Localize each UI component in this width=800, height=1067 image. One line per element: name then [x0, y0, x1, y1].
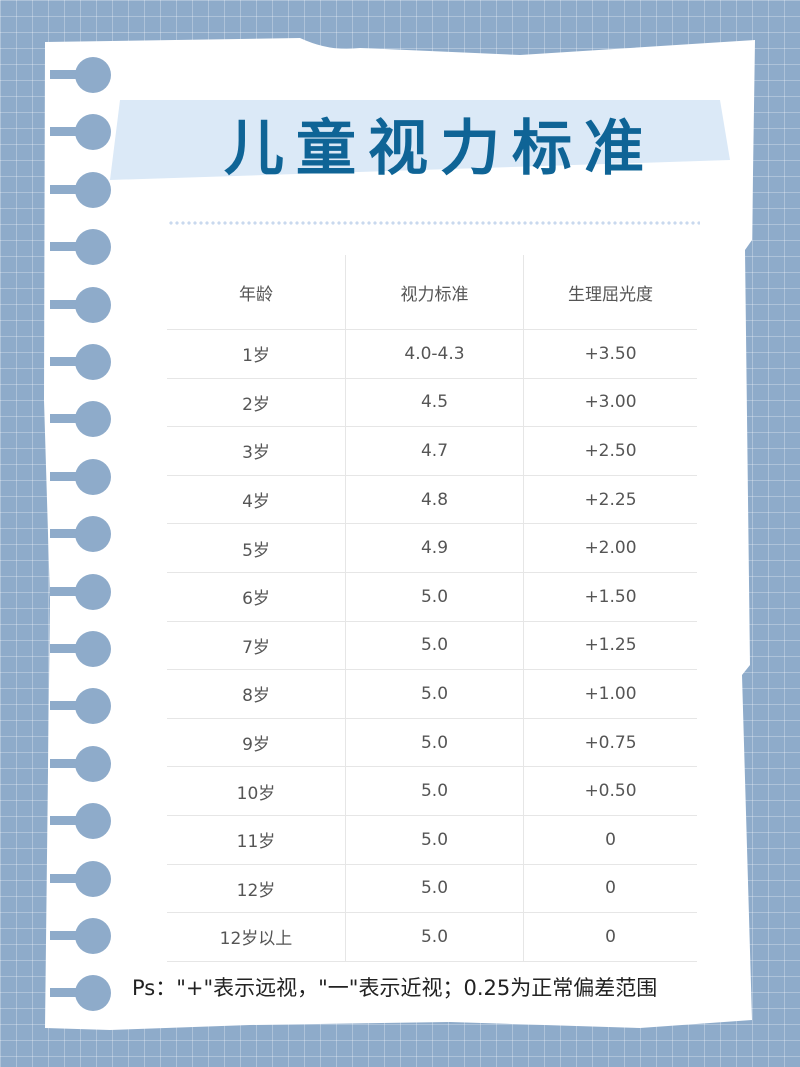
dotted-divider	[168, 220, 700, 226]
cell-refraction: +2.25	[523, 475, 697, 525]
binder-ring-icon	[50, 745, 111, 782]
cell-vision: 4.0-4.3	[345, 329, 524, 379]
cell-vision: 4.5	[345, 378, 524, 428]
cell-refraction: 0	[523, 912, 697, 962]
cell-vision: 5.0	[345, 912, 524, 962]
cell-vision: 4.7	[345, 426, 524, 476]
binder-ring-icon	[50, 458, 111, 495]
cell-age: 6岁	[167, 572, 346, 622]
header-vision: 视力标准	[345, 255, 524, 330]
binder-ring-icon	[50, 344, 111, 380]
title-highlight	[110, 100, 730, 180]
cell-vision: 5.0	[345, 718, 524, 768]
binder-ring-icon	[50, 516, 111, 553]
cell-age: 12岁以上	[167, 912, 346, 962]
table-row: 7岁 5.0 +1.25	[167, 621, 697, 671]
binder-ring-icon	[50, 573, 111, 610]
cell-age: 8岁	[167, 669, 346, 719]
binder-ring-icon	[50, 631, 111, 667]
cell-refraction: +0.75	[523, 718, 697, 768]
table-row: 6岁 5.0 +1.50	[167, 572, 697, 622]
cell-refraction: +3.00	[523, 378, 697, 428]
table-row: 8岁 5.0 +1.00	[167, 669, 697, 719]
cell-refraction: +1.00	[523, 669, 697, 719]
binder-ring-icon	[50, 918, 111, 954]
binder-ring-icon	[50, 171, 111, 208]
cell-age: 12岁	[167, 864, 346, 914]
cell-vision: 5.0	[345, 572, 524, 622]
cell-age: 3岁	[167, 426, 346, 476]
table-row: 2岁 4.5 +3.00	[167, 378, 697, 428]
cell-refraction: +2.50	[523, 426, 697, 476]
binder-ring-icon	[50, 975, 111, 1012]
cell-age: 10岁	[167, 766, 346, 816]
table-row: 11岁 5.0 0	[167, 815, 697, 865]
cell-age: 1岁	[167, 329, 346, 379]
cell-refraction: +1.50	[523, 572, 697, 622]
binder-ring-icon	[50, 803, 111, 840]
binder-ring-icon	[50, 401, 111, 438]
page-title: 儿童视力标准	[224, 114, 656, 184]
cell-refraction: +2.00	[523, 523, 697, 573]
cell-vision: 5.0	[345, 621, 524, 671]
cell-vision: 5.0	[345, 864, 524, 914]
cell-refraction: 0	[523, 815, 697, 865]
binder-ring-icon	[50, 688, 111, 725]
table-row: 12岁以上 5.0 0	[167, 912, 697, 962]
table-header-row: 年龄 视力标准 生理屈光度	[167, 255, 697, 330]
table-row: 3岁 4.7 +2.50	[167, 426, 697, 476]
header-age: 年龄	[167, 255, 346, 330]
vision-table: 年龄 视力标准 生理屈光度 1岁 4.0-4.3 +3.50 2岁 4.5 +3.00 3岁…	[167, 255, 697, 962]
cell-age: 4岁	[167, 475, 346, 525]
cell-vision: 5.0	[345, 766, 524, 816]
cell-vision: 5.0	[345, 669, 524, 719]
footnote: Ps："+"表示远视，"一"表示近视；0.25为正常偏差范围	[132, 976, 658, 1000]
cell-vision: 4.9	[345, 523, 524, 573]
cell-refraction: 0	[523, 864, 697, 914]
binder-ring-icon	[50, 286, 111, 323]
cell-vision: 4.8	[345, 475, 524, 525]
cell-refraction: +0.50	[523, 766, 697, 816]
table-row: 12岁 5.0 0	[167, 864, 697, 914]
table-row: 10岁 5.0 +0.50	[167, 766, 697, 816]
cell-vision: 5.0	[345, 815, 524, 865]
cell-age: 2岁	[167, 378, 346, 428]
binder-ring-icon	[50, 229, 111, 266]
cell-age: 5岁	[167, 523, 346, 573]
cell-age: 7岁	[167, 621, 346, 671]
cell-age: 11岁	[167, 815, 346, 865]
table-row: 9岁 5.0 +0.75	[167, 718, 697, 768]
cell-age: 9岁	[167, 718, 346, 768]
table-row: 5岁 4.9 +2.00	[167, 523, 697, 573]
binder-ring-icon	[50, 57, 111, 93]
table-row: 4岁 4.8 +2.25	[167, 475, 697, 525]
binder-ring-icon	[50, 860, 111, 897]
binder-ring-icon	[50, 114, 111, 151]
table-row: 1岁 4.0-4.3 +3.50	[167, 329, 697, 379]
cell-refraction: +3.50	[523, 329, 697, 379]
cell-refraction: +1.25	[523, 621, 697, 671]
header-refraction: 生理屈光度	[523, 255, 697, 330]
